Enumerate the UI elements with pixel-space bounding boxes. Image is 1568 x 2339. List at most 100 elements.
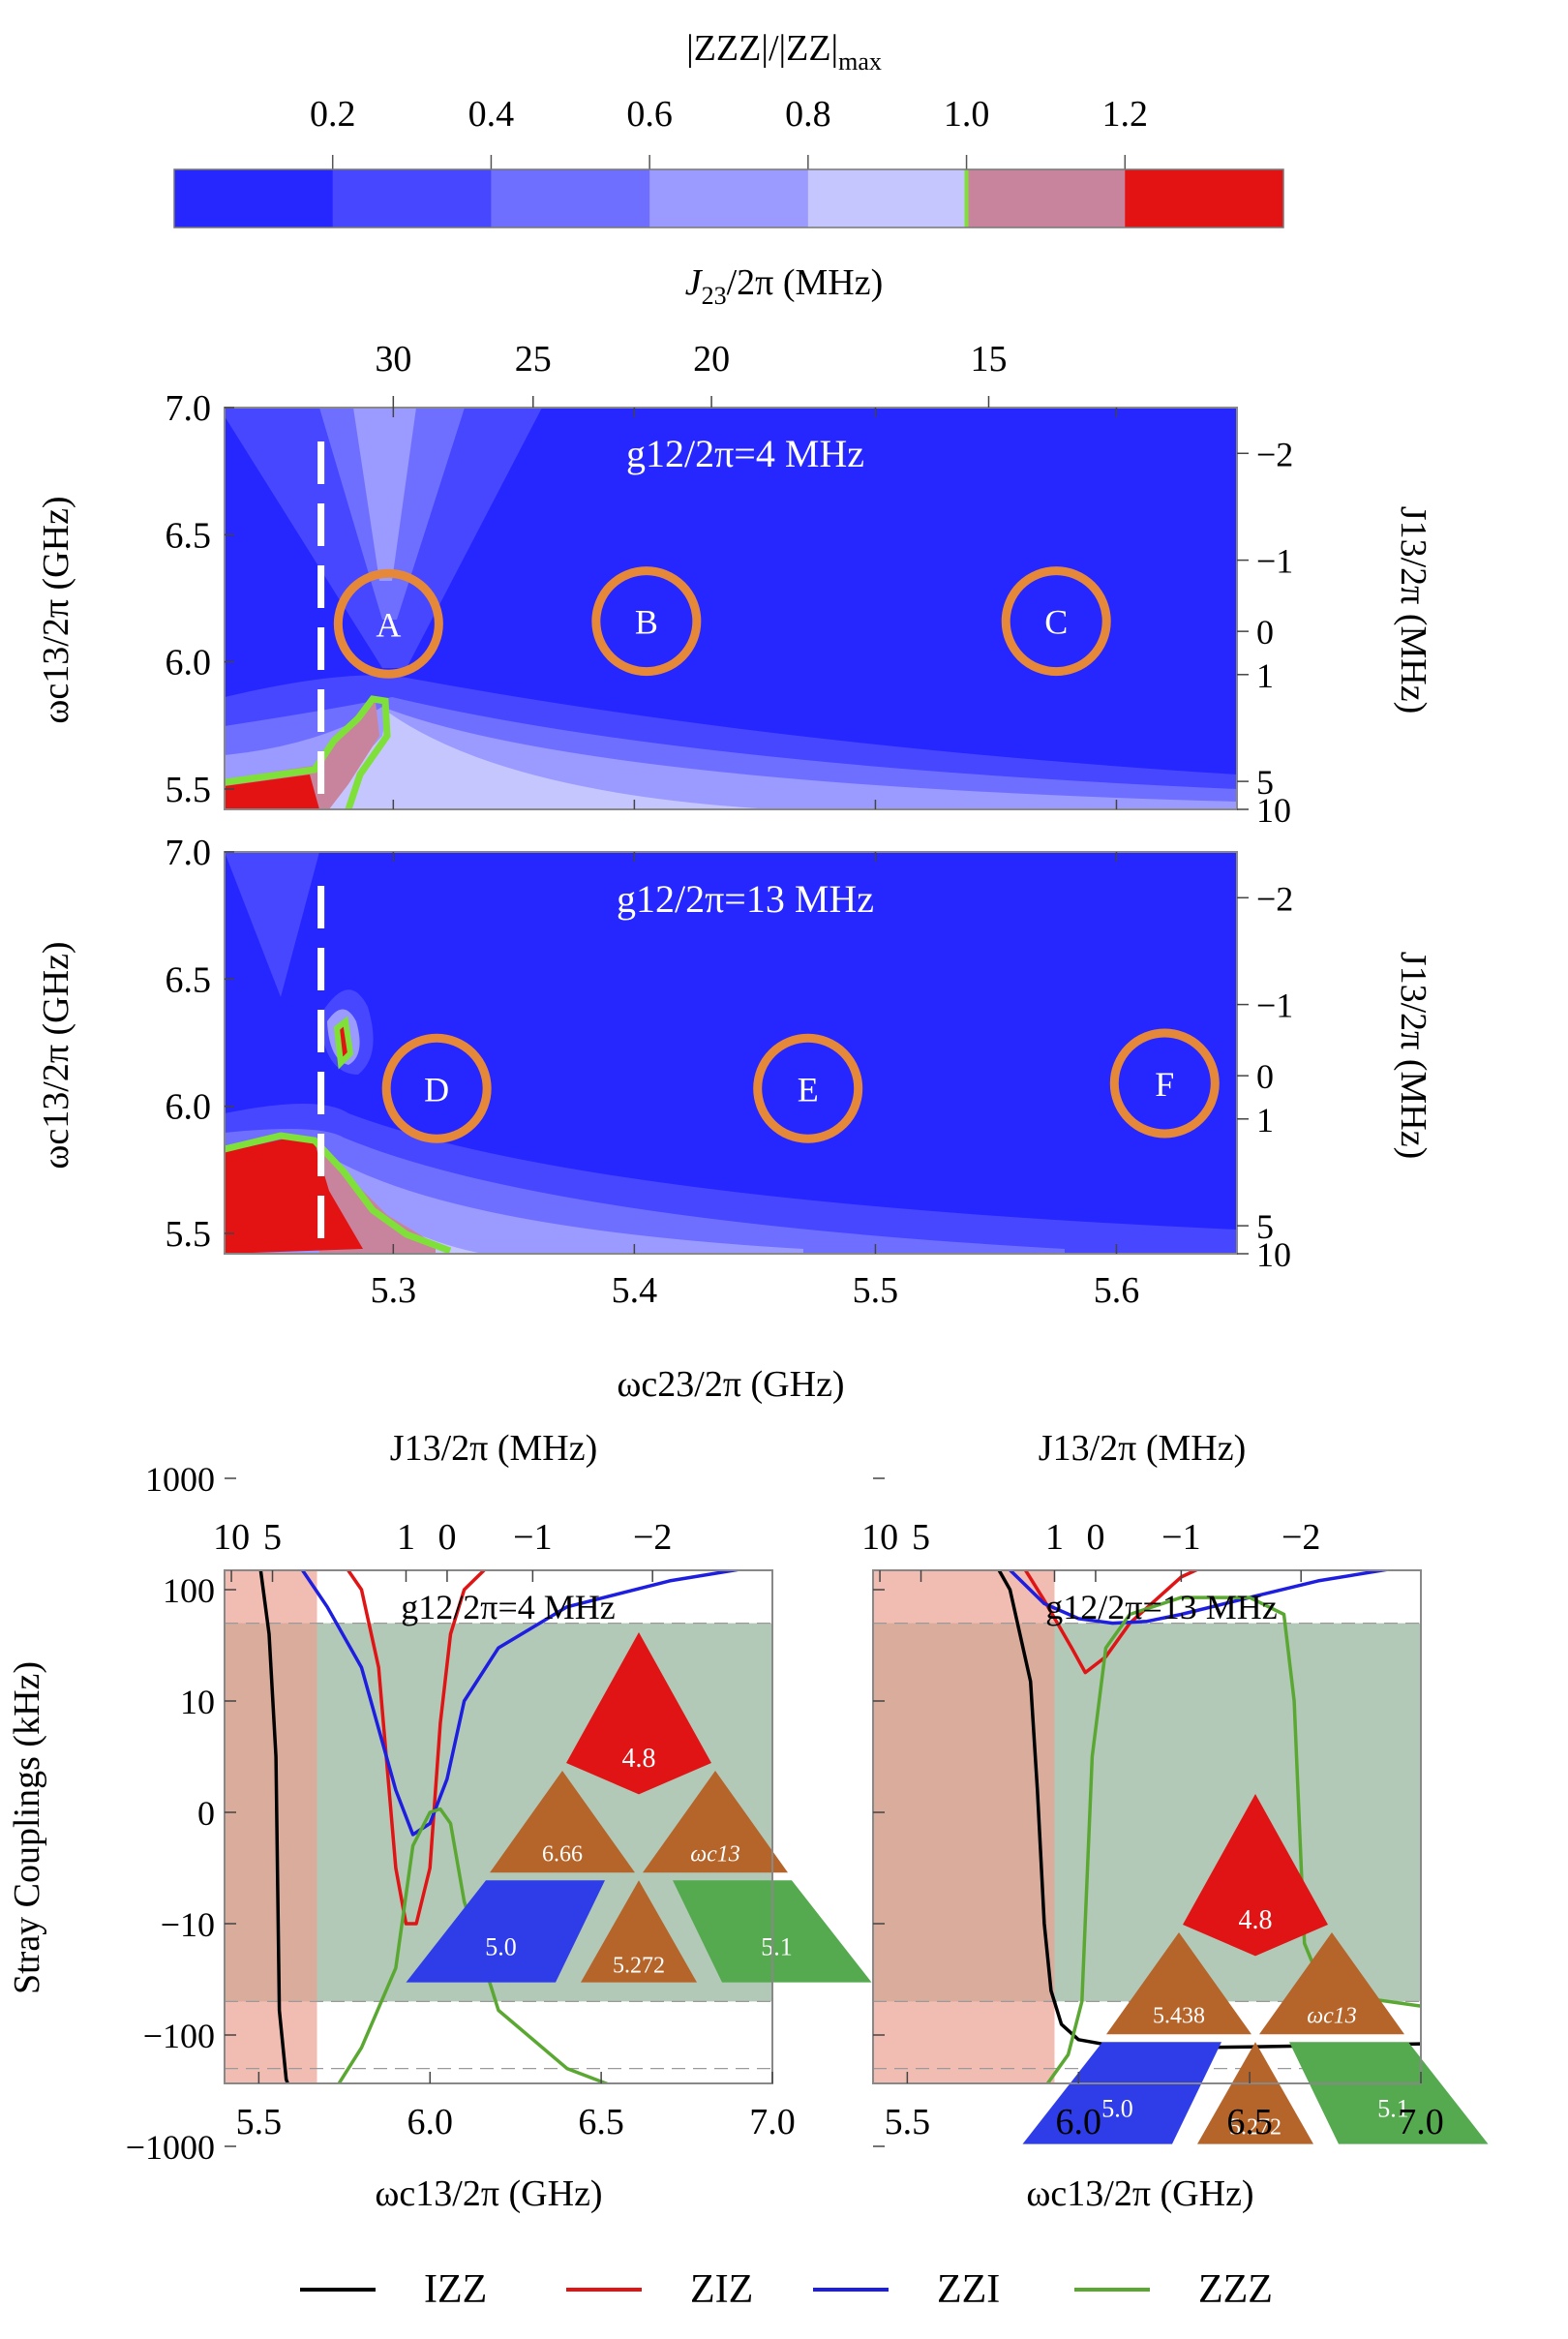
x2-tick-label: −1 [513,1517,552,1558]
colorbar-frame [173,168,1284,228]
marker-a [333,568,443,679]
legend: IZZ ZIZ ZZI ZZZ [300,2267,1273,2312]
x2-tick-label: 10 [213,1517,250,1558]
series-zzz [1045,1595,1421,2083]
triangle-piece [581,1880,697,1983]
y2-tick-label: 5 [1256,1207,1274,1246]
x-tick-label: 5.6 [1094,1270,1140,1311]
colorbar-axis-label: J23/2π (MHz) [685,262,884,310]
series-zzz [337,1807,612,2083]
y-tick-label: 0 [197,1794,215,1833]
marker-label: C [1044,603,1068,642]
x2-tick-label: 0 [437,1517,456,1558]
lineplot-left-series [258,1570,745,2083]
y-tick-label: −10 [161,1905,215,1944]
y-tick-label: 7.0 [166,833,212,873]
heatmap-top-y2label: J13/2π (MHz) [1393,506,1433,714]
y2-tick-label: 5 [1256,763,1274,802]
excluded-band [873,1570,1055,2083]
lineplot-left-frame [224,1569,773,2084]
colorbar-bin [174,169,334,228]
lineplot-right-title: g12/2π=13 MHz [1045,1588,1277,1626]
x2-tick-label: 30 [375,339,411,380]
heat-contour-unity [225,1132,452,1254]
y-tick-label: −1000 [126,2128,215,2167]
y-tick-label: 5.5 [166,1214,212,1255]
triangle-label: 6.66 [542,1841,583,1867]
heat-region-bin6 [225,775,319,809]
y-tick-label: 1000 [145,1460,215,1499]
marker-label: E [798,1070,819,1109]
heatmap-bottom-ylabel: ωc13/2π (GHz) [36,941,76,1169]
triangle-piece [1022,2042,1221,2144]
legend-label-zzi: ZZI [937,2267,1000,2312]
x2-tick-label: 5 [263,1517,282,1558]
heatmap-bottom-title: g12/2π=13 MHz [617,877,874,921]
heatmap-top-markers: A B C [333,566,1111,679]
colorbar-unity-marker [964,169,969,228]
marker-e [753,1033,863,1143]
x2-tick-label: −1 [1161,1517,1200,1558]
y2-tick-label: 1 [1256,656,1274,695]
triangle-label: 5.272 [1229,2115,1282,2141]
colorbar-tick-label: 1.2 [1102,94,1149,135]
colorbar-bin [649,169,809,228]
colorbar-tick-label: 0.6 [626,94,673,135]
heat-contour-blob [333,1016,354,1070]
series-ziz [346,1570,487,1926]
heatmap-bottom-y2label: J13/2π (MHz) [1393,952,1433,1159]
colorbar-bin [332,169,492,228]
heat-region-bin3-cone [353,408,416,581]
x-tick-label: 5.5 [236,2102,283,2142]
triangle-label: ωc13 [690,1841,740,1867]
triangle-piece [643,1771,788,1873]
heatmap-top-title: g12/2π=4 MHz [626,432,864,475]
x-tick-label: 7.0 [1398,2102,1444,2142]
triangle-label: 5.1 [761,1933,793,1961]
lineplot-right-frame [872,1569,1422,2084]
x2-tick-label: 0 [1086,1517,1104,1558]
heatmap-bottom-frame [224,851,1238,1255]
y-tick-label: 10 [180,1683,215,1721]
y-tick-label: 7.0 [166,388,212,429]
lineplot-left-x2label: J13/2π (MHz) [390,1428,597,1469]
colorbar: |ZZZ|/|ZZ|max 0.2 0.4 0.6 0.8 1.0 1.2 J23/2π … [173,28,1284,310]
triangle-label: 4.8 [622,1744,656,1774]
legend-label-zzz: ZZZ [1198,2267,1273,2312]
x2-tick-label: 5 [912,1517,930,1558]
x2-tick-label: 1 [1045,1517,1064,1558]
y2-tick-label: −2 [1256,435,1293,473]
marker-label: D [424,1070,449,1109]
lineplot-right-axes: 5.5 6.0 6.5 7.0 10 5 1 0 −1 −2 [861,1477,1444,2147]
heatmap-top-frame [224,407,1238,810]
triangle-label: ωc13 [1307,2003,1357,2028]
series-ziz [1023,1570,1200,1675]
triangle-piece [1106,1932,1251,2035]
x2-tick-label: −2 [633,1517,672,1558]
marker-c [1001,566,1111,677]
triangle-piece [1289,2042,1489,2144]
colorbar-tick-label: 0.8 [785,94,831,135]
y-tick-label: −100 [143,2017,215,2055]
marker-label: F [1155,1065,1174,1104]
x-tick-label: 5.3 [371,1270,417,1311]
x2-tick-label: 10 [861,1517,898,1558]
colorbar-bins [174,169,1284,228]
triangle-label: 4.8 [1239,1905,1273,1935]
x-tick-label: 6.5 [578,2102,624,2142]
lineplot-left-axes: 5.5 6.0 6.5 7.010 5 1 0 −1 −21000100100−10−100−1… [126,1460,796,2167]
triangle-piece [490,1771,635,1873]
lineplot-right: J13/2π (MHz) g12/2π=13 MHz 4.85.438 ωc135… [861,1428,1489,2214]
x2-tick-label: 1 [397,1517,415,1558]
y2-tick-label: −1 [1256,542,1293,581]
heatmap-bottom-field [225,852,1237,1254]
heatmap-bottom-markers: D E F [381,1028,1220,1143]
y2-tick-label: 1 [1256,1101,1274,1139]
y2-tick-label: 0 [1256,613,1274,652]
x-tick-label: 5.4 [612,1270,658,1311]
y-tick-label: 100 [163,1571,215,1610]
heat-region-bin4 [319,712,774,809]
marker-f [1109,1028,1220,1139]
